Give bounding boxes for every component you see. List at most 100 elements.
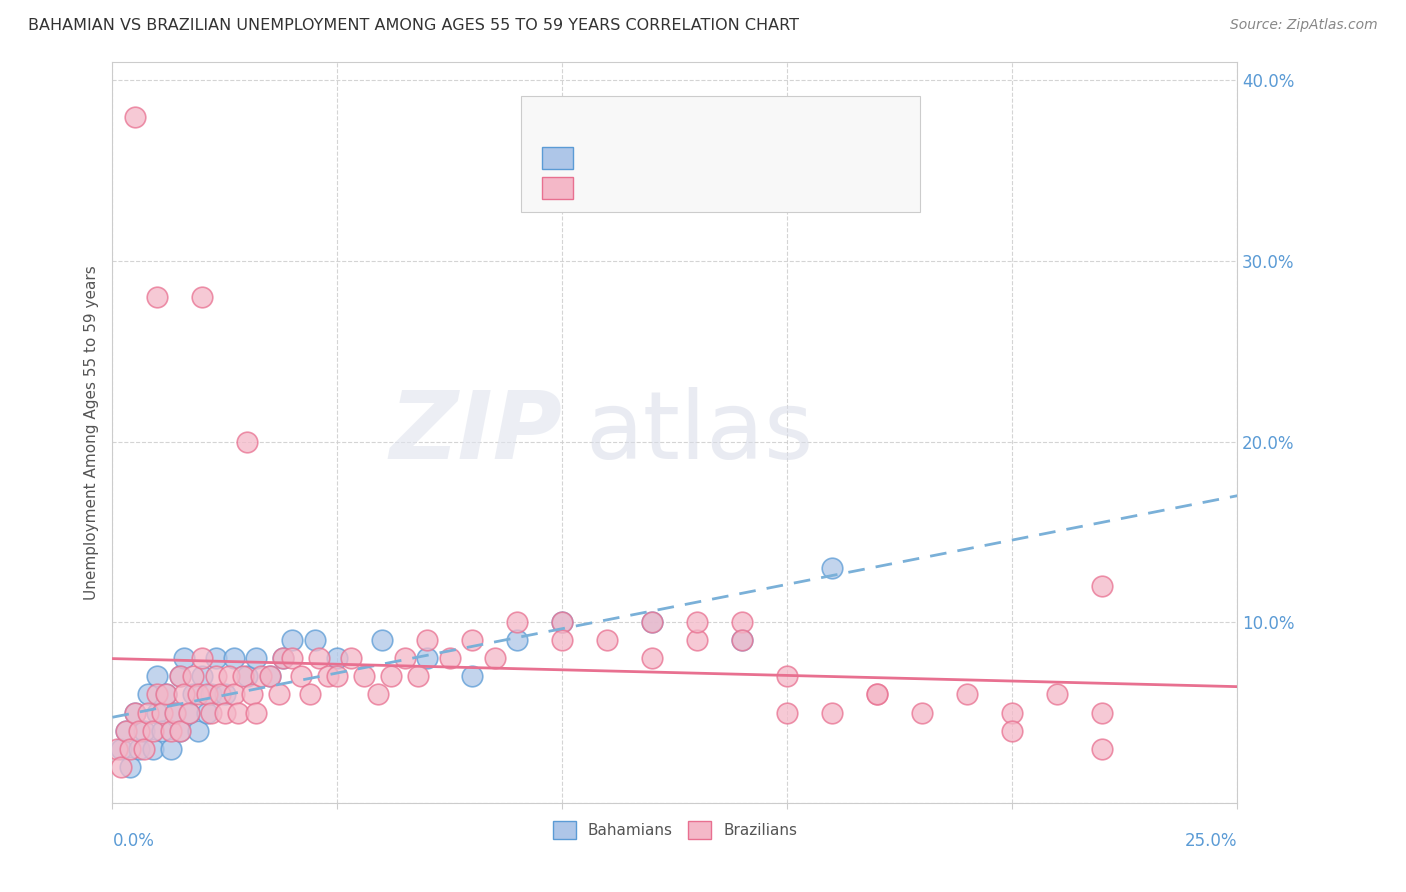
Point xyxy=(146,688,169,702)
Point xyxy=(236,669,259,683)
Point xyxy=(776,706,799,720)
Point xyxy=(169,723,191,738)
Point xyxy=(866,688,889,702)
Point xyxy=(484,651,506,665)
Point xyxy=(371,633,394,648)
Point xyxy=(416,633,439,648)
Point xyxy=(169,669,191,683)
Point xyxy=(731,615,754,630)
Point xyxy=(177,706,200,720)
Point xyxy=(821,561,844,575)
Point xyxy=(146,290,169,304)
Point xyxy=(150,723,173,738)
Point xyxy=(416,651,439,665)
Text: Source: ZipAtlas.com: Source: ZipAtlas.com xyxy=(1230,18,1378,32)
Point xyxy=(183,688,205,702)
Point xyxy=(110,760,132,774)
Point xyxy=(318,669,340,683)
Point xyxy=(380,669,402,683)
Point xyxy=(169,669,191,683)
Point xyxy=(281,633,304,648)
Point xyxy=(142,723,165,738)
Point xyxy=(551,615,574,630)
Point xyxy=(124,110,146,124)
Text: 0.0%: 0.0% xyxy=(112,832,155,850)
Point xyxy=(1091,579,1114,593)
Point xyxy=(1001,723,1024,738)
Point xyxy=(273,651,295,665)
Point xyxy=(304,633,326,648)
Point xyxy=(214,688,236,702)
Point xyxy=(191,651,214,665)
Point xyxy=(128,741,150,756)
Point xyxy=(956,688,979,702)
Point xyxy=(191,669,214,683)
Point xyxy=(200,706,222,720)
Point xyxy=(105,741,128,756)
Point xyxy=(250,669,273,683)
Point xyxy=(686,633,709,648)
Point xyxy=(150,706,173,720)
Point xyxy=(169,723,191,738)
Point xyxy=(195,706,218,720)
Point xyxy=(232,669,254,683)
Point xyxy=(245,706,267,720)
Point xyxy=(367,688,389,702)
Point xyxy=(128,723,150,738)
Point xyxy=(191,290,214,304)
Point xyxy=(641,615,664,630)
Point xyxy=(173,688,195,702)
Point xyxy=(290,669,312,683)
Point xyxy=(776,669,799,683)
Text: ZIP: ZIP xyxy=(389,386,562,479)
Y-axis label: Unemployment Among Ages 55 to 59 years: Unemployment Among Ages 55 to 59 years xyxy=(83,265,98,600)
Point xyxy=(115,723,138,738)
Point xyxy=(124,706,146,720)
Point xyxy=(214,706,236,720)
Point xyxy=(187,723,209,738)
Point xyxy=(299,688,322,702)
Point xyxy=(222,688,245,702)
Point xyxy=(165,706,187,720)
Point xyxy=(138,688,160,702)
Point xyxy=(146,706,169,720)
Point xyxy=(326,651,349,665)
Point xyxy=(821,706,844,720)
Text: BAHAMIAN VS BRAZILIAN UNEMPLOYMENT AMONG AGES 55 TO 59 YEARS CORRELATION CHART: BAHAMIAN VS BRAZILIAN UNEMPLOYMENT AMONG… xyxy=(28,18,799,33)
Point xyxy=(326,669,349,683)
Point xyxy=(506,633,529,648)
Point xyxy=(596,633,619,648)
Point xyxy=(506,615,529,630)
Point xyxy=(461,669,484,683)
Point xyxy=(222,651,245,665)
Point xyxy=(259,669,281,683)
Point xyxy=(1001,706,1024,720)
Point xyxy=(911,706,934,720)
Point xyxy=(240,688,263,702)
Point xyxy=(173,651,195,665)
Point xyxy=(205,651,228,665)
Point xyxy=(209,688,232,702)
Point xyxy=(132,741,155,756)
Point xyxy=(551,633,574,648)
Point xyxy=(641,651,664,665)
Point xyxy=(187,688,209,702)
Point xyxy=(110,741,132,756)
Point xyxy=(1046,688,1069,702)
Point xyxy=(1091,741,1114,756)
Point xyxy=(146,669,169,683)
Point xyxy=(155,688,177,702)
Point xyxy=(281,651,304,665)
Point xyxy=(340,651,363,665)
Point xyxy=(120,760,142,774)
Point xyxy=(165,706,187,720)
Point xyxy=(205,669,228,683)
Point xyxy=(160,723,183,738)
Point xyxy=(308,651,330,665)
Point xyxy=(115,723,138,738)
Point xyxy=(686,615,709,630)
Point xyxy=(120,741,142,756)
Point xyxy=(394,651,416,665)
Point xyxy=(1091,706,1114,720)
Point xyxy=(273,651,295,665)
